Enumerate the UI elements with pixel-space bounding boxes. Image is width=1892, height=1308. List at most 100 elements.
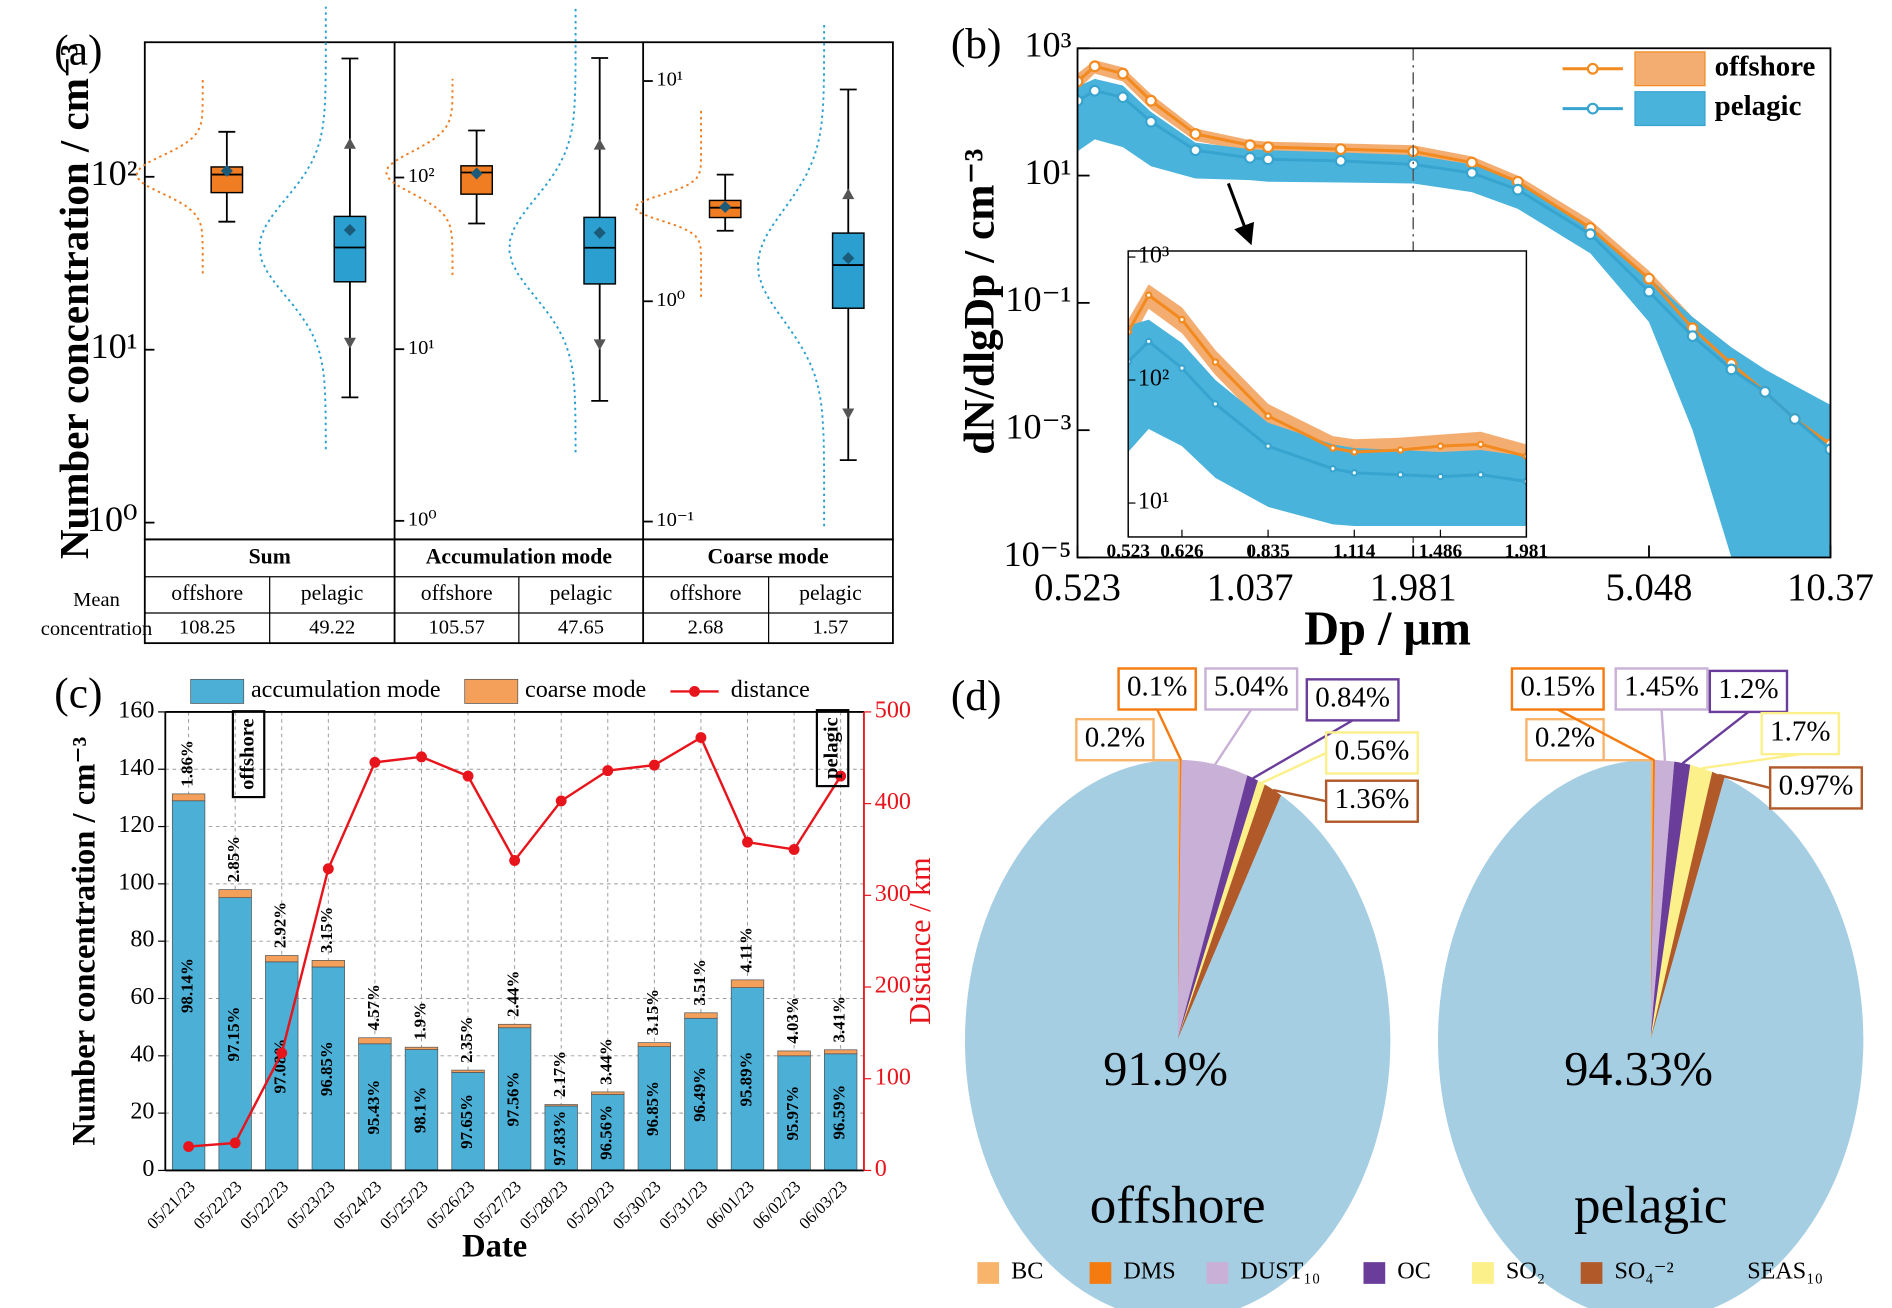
share-label: 97.08%: [271, 1039, 290, 1094]
leader-line: [1156, 708, 1183, 761]
y-tick-label: 10²: [408, 165, 435, 187]
leader-line: [1718, 773, 1771, 790]
panel-label: (b): [951, 20, 1002, 68]
plot-area: [1077, 60, 1831, 558]
point: [1145, 94, 1157, 107]
point: [1144, 291, 1153, 299]
inset-frame: [1127, 250, 1528, 538]
bar: [358, 1037, 392, 1045]
bar: [218, 889, 252, 898]
legend-marker: [1586, 102, 1599, 115]
bar: [684, 1012, 718, 1019]
leader-line: [1252, 719, 1354, 780]
bar: [637, 1046, 672, 1171]
share-label: 95.89%: [736, 1052, 755, 1107]
y-tick-label: 100: [118, 868, 154, 895]
legend-swatch: [1634, 51, 1706, 87]
x-tick-label: 0.835: [1246, 541, 1289, 562]
y-tick-label: 140: [118, 754, 154, 781]
point: [602, 765, 614, 777]
slice-label: 0.2%: [1085, 721, 1145, 753]
share-label: 4.57%: [364, 984, 383, 1030]
legend-label: offshore: [1715, 50, 1816, 82]
table-value: 108.25: [179, 616, 235, 638]
band: [1128, 284, 1527, 469]
mean-marker: [593, 226, 606, 239]
pie-title: offshore: [1090, 1176, 1266, 1234]
bar: [265, 955, 299, 963]
point: [1144, 337, 1153, 346]
bar: [497, 1027, 532, 1171]
leader-line: [1701, 752, 1801, 770]
y-tick-label: 20: [130, 1098, 154, 1125]
legend-swatch: [464, 678, 519, 704]
x-axis-title: Date: [462, 1228, 527, 1264]
x-tick-label: 0.626: [1160, 541, 1204, 562]
mean-marker: [220, 164, 233, 177]
slice-label: 0.97%: [1779, 770, 1854, 802]
x-tick-label: 1.981: [1505, 541, 1548, 562]
point: [1264, 412, 1272, 420]
point: [1465, 156, 1478, 169]
mean-marker: [842, 252, 855, 265]
point: [416, 751, 427, 763]
legend-label: coarse mode: [525, 676, 646, 703]
point: [1725, 363, 1738, 376]
slice-label: 91.9%: [1103, 1043, 1228, 1096]
bar: [404, 1046, 439, 1050]
mean-marker: [470, 167, 483, 180]
point: [1643, 285, 1655, 298]
point: [1264, 442, 1272, 450]
inset-plot: [1128, 284, 1527, 527]
panel-label: (d): [951, 672, 1002, 720]
slice-label: 0.15%: [1520, 671, 1595, 703]
annotation-box: [231, 710, 266, 799]
y2-tick-label: 300: [875, 880, 911, 907]
point: [1643, 272, 1655, 285]
table-value: 1.57: [813, 616, 849, 638]
point: [1686, 330, 1699, 343]
density-outline: [258, 6, 327, 450]
legend-label: SO₄⁻²: [1614, 1258, 1673, 1285]
legend-label: distance: [731, 676, 810, 703]
point: [462, 770, 474, 782]
point: [1788, 413, 1801, 425]
y-tick-label: 10³: [1138, 242, 1169, 269]
mean-marker: [343, 223, 356, 237]
p95-marker: [593, 138, 606, 150]
share-label: 96.56%: [597, 1105, 616, 1160]
y-tick-label: 10¹: [656, 69, 683, 91]
y-tick-label: 10⁻⁵: [1004, 534, 1072, 574]
mean-marker: [719, 200, 732, 214]
p95-marker: [842, 188, 855, 200]
share-label: 2.17%: [550, 1051, 569, 1097]
line: [1077, 89, 1831, 451]
table-value: 49.22: [309, 616, 355, 638]
y-axis-title: dN/dlgDp / cm⁻³: [955, 149, 1003, 455]
x-tick-label: 06/01/23: [702, 1177, 758, 1233]
point: [509, 855, 521, 866]
bar: [171, 800, 206, 1171]
y2-tick-label: 200: [875, 972, 911, 999]
x-tick-label: 05/28/23: [516, 1177, 572, 1233]
slice-label: 0.84%: [1315, 681, 1390, 713]
x-tick-label: 1.981: [1370, 567, 1457, 609]
x-tick-label: 5.048: [1606, 567, 1693, 609]
share-label: 1.86%: [177, 740, 196, 786]
bar: [218, 897, 252, 1171]
x-tick-label: 05/21/23: [143, 1177, 199, 1233]
table-subheader: pelagic: [550, 581, 613, 605]
legend-label: pelagic: [1715, 90, 1802, 122]
band: [1128, 319, 1527, 527]
leader-line: [1557, 708, 1655, 762]
point: [1077, 94, 1084, 107]
bar: [777, 1055, 811, 1171]
table-header: Coarse mode: [707, 545, 829, 569]
legend-swatch: [1206, 1262, 1229, 1284]
bar: [730, 979, 765, 988]
x-tick-label: 06/02/23: [749, 1177, 805, 1233]
point: [369, 756, 381, 768]
point: [1396, 446, 1405, 454]
